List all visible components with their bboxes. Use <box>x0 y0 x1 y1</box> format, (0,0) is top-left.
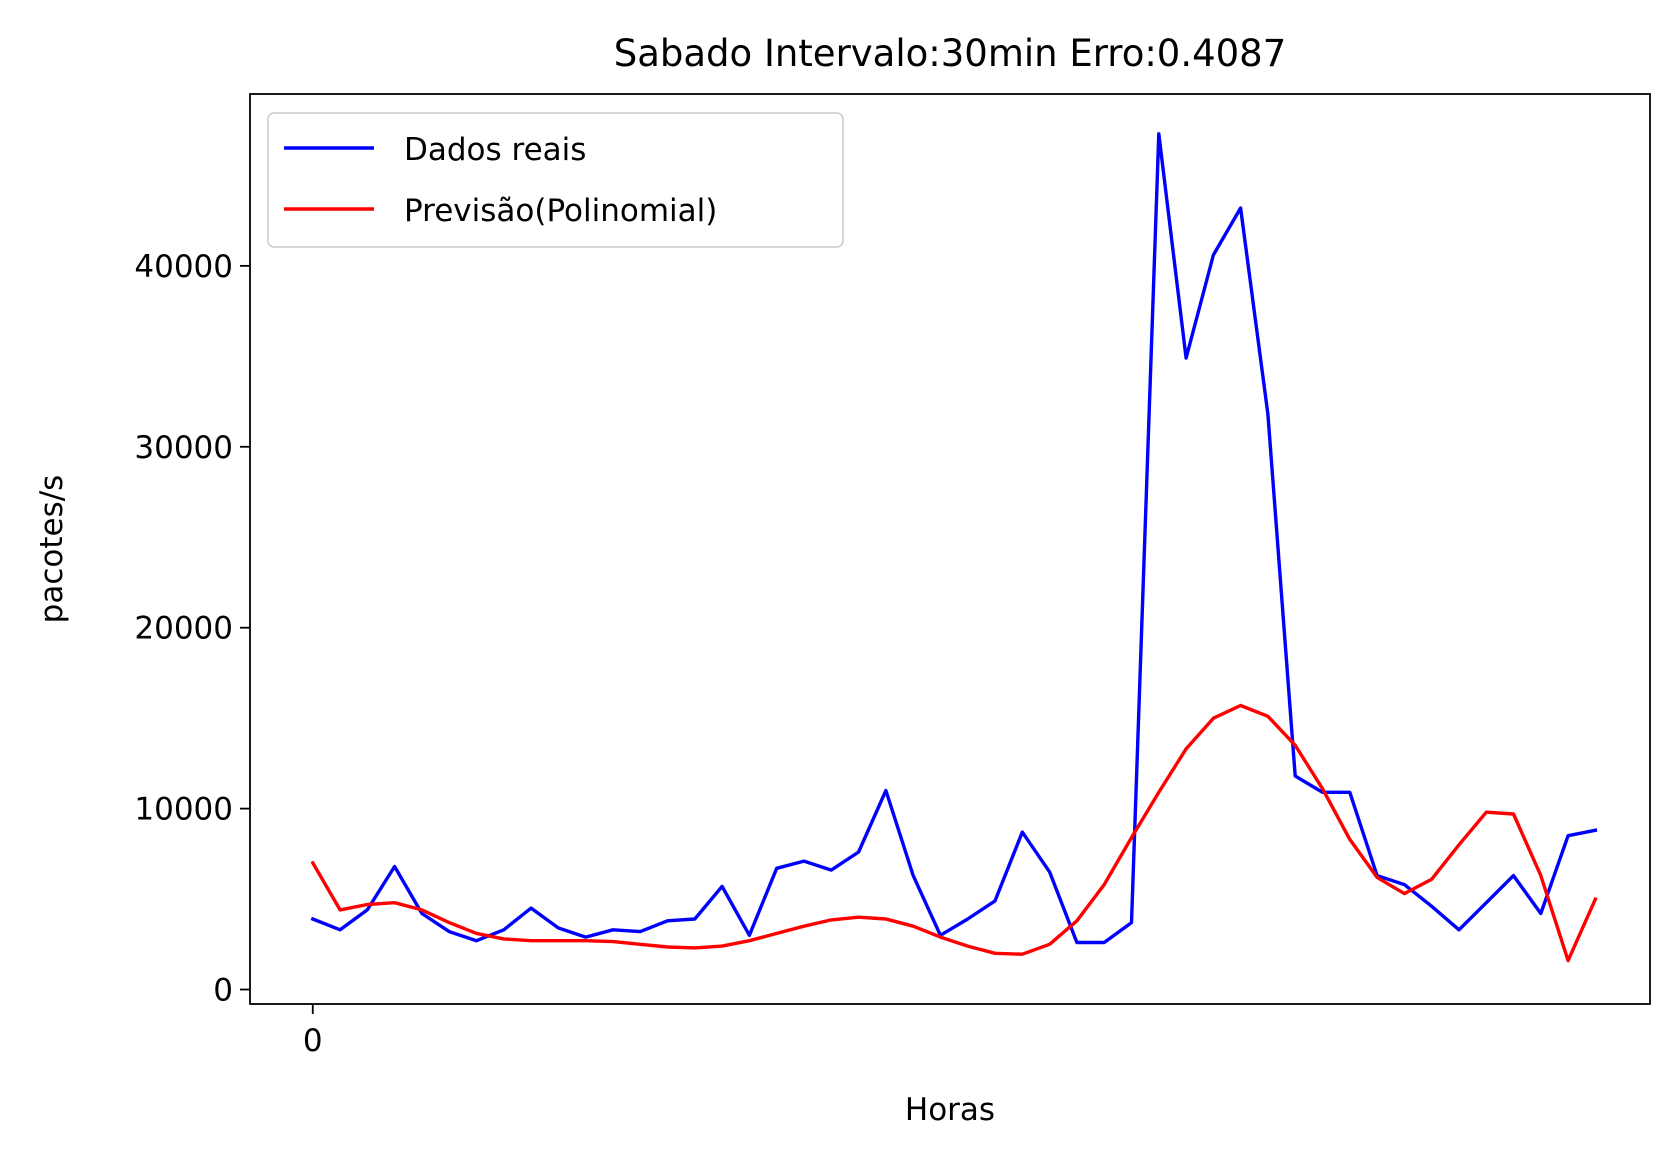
chart-title: Sabado Intervalo:30min Erro:0.4087 <box>614 32 1287 75</box>
series-line-previsao-polinomial <box>310 703 1598 963</box>
x-tick-label: 0 <box>303 1023 323 1059</box>
y-axis-title: pacotes/s <box>34 475 70 624</box>
y-tick-label: 40000 <box>134 249 233 285</box>
x-axis: 0 <box>303 1004 323 1059</box>
plot-frame <box>249 93 1651 1005</box>
legend-box <box>267 112 844 248</box>
legend-label-previsao-polinomial: Previsão(Polinomial) <box>404 193 717 229</box>
series-layer <box>310 132 1598 963</box>
y-tick-label: 0 <box>213 973 233 1009</box>
series-line-dados-reais <box>310 132 1598 945</box>
plot-area <box>249 93 1651 1005</box>
y-tick-label: 20000 <box>134 611 233 647</box>
y-tick-label: 30000 <box>134 430 233 466</box>
y-tick-label: 10000 <box>134 792 233 828</box>
x-axis-title: Horas <box>905 1092 995 1128</box>
legend-label-dados-reais: Dados reais <box>404 132 586 168</box>
y-axis: 0 10000 20000 30000 40000 <box>134 249 250 1009</box>
legend: Dados reais Previsão(Polinomial) <box>267 112 844 248</box>
